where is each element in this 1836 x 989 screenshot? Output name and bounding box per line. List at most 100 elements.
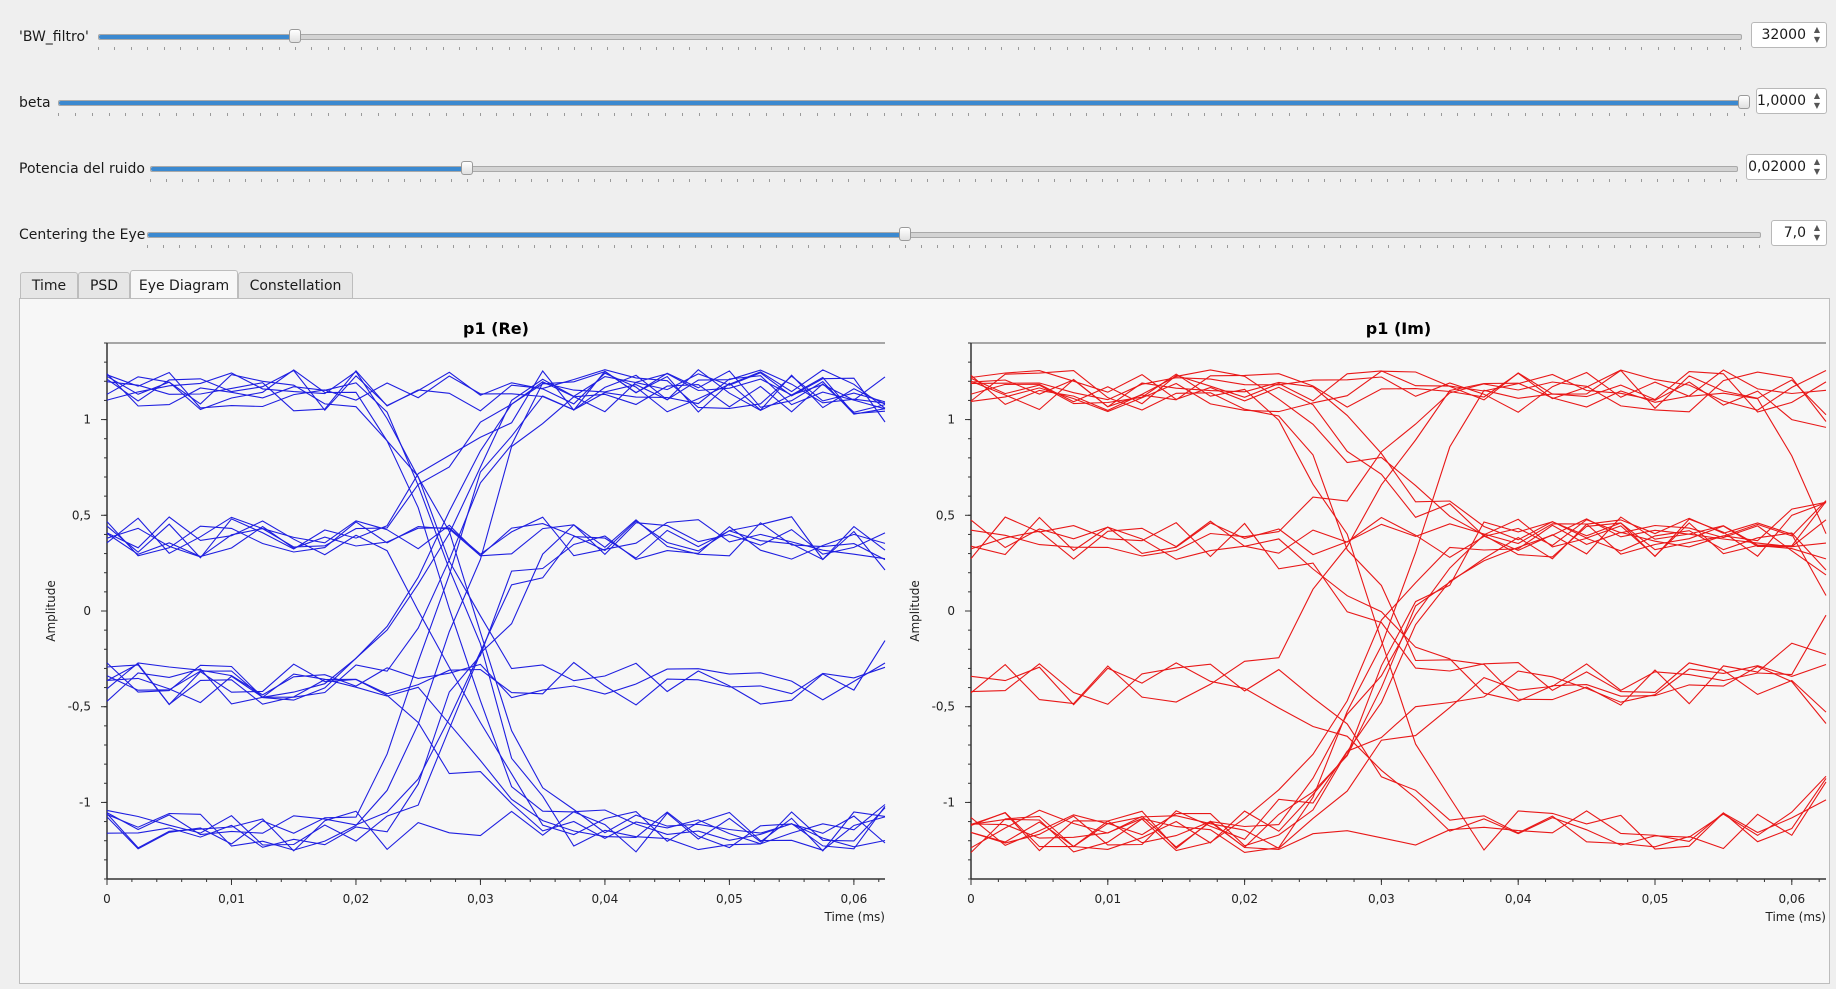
tab-psd[interactable]: PSD <box>78 272 130 298</box>
slider-tick <box>467 179 469 182</box>
arrow-down-icon[interactable]: ▼ <box>1813 35 1821 44</box>
slider-tick <box>1275 245 1277 248</box>
eye-diagram-pane: p1 (Re) -1 -0,5 0 0,5 1 0 0,01 0,02 0,03 0,04 0,05 0… <box>19 298 1830 984</box>
slider-tick <box>479 113 481 116</box>
slider-tick <box>163 47 165 50</box>
spinbox-centering-the-eye[interactable]: 7,0 ▲ ▼ <box>1771 220 1827 246</box>
slider-ticks-potencia-del-ruido <box>150 179 1737 184</box>
slider-tick <box>226 113 228 116</box>
x-tick-label: 0,06 <box>1778 892 1805 906</box>
slider-tick <box>1329 47 1331 50</box>
slider-tick <box>1592 47 1594 50</box>
slider-tick <box>1194 245 1196 248</box>
slider-label-centering-the-eye: Centering the Eye <box>19 227 146 243</box>
slider-handle-bw-filtro[interactable] <box>289 29 302 43</box>
slider-tick <box>513 113 515 116</box>
slider-tick <box>1247 47 1249 50</box>
slider-track-beta[interactable] <box>58 95 1750 109</box>
slider-tick <box>1002 113 1004 116</box>
slider-tick <box>372 245 374 248</box>
eye-trace <box>106 372 886 701</box>
eye-plot-real[interactable]: p1 (Re) -1 -0,5 0 0,5 1 0 0,01 0,02 0,03 0,04 0,05 0… <box>20 299 925 985</box>
slider-tick <box>1740 47 1741 50</box>
slider-tick <box>935 47 937 50</box>
eye-trace <box>106 662 886 849</box>
tab-eye-diagram[interactable]: Eye Diagram <box>130 270 238 300</box>
slider-tick <box>403 179 405 182</box>
slider-tick <box>501 245 503 248</box>
slider-handle-centering-the-eye[interactable] <box>898 227 911 241</box>
slider-tick <box>888 245 890 248</box>
slider-tick <box>546 113 548 116</box>
slider-tick <box>1356 113 1358 116</box>
slider-tick <box>1307 245 1309 248</box>
slider-track-centering-the-eye[interactable] <box>147 227 1761 241</box>
slider-fill-beta <box>59 101 1745 105</box>
eye-plot-imag[interactable]: p1 (Im) -1 -0,5 0 0,5 1 0 0,01 0,02 0,03 0,04 0,05 0… <box>908 299 1829 985</box>
arrow-up-icon[interactable]: ▲ <box>1813 223 1821 232</box>
slider-tick <box>524 47 526 50</box>
slider-tick <box>1575 47 1577 50</box>
slider-tick <box>393 47 395 50</box>
slider-tick <box>421 245 423 248</box>
arrow-up-icon[interactable]: ▲ <box>1813 91 1821 100</box>
slider-handle-beta[interactable] <box>1738 95 1750 109</box>
slider-tick <box>426 47 428 50</box>
slider-tick <box>641 179 643 182</box>
slider-tick <box>1704 179 1706 182</box>
eye-trace <box>970 371 1827 534</box>
slider-tick <box>1228 179 1230 182</box>
slider-tick <box>196 47 198 50</box>
slider-tick <box>1196 179 1198 182</box>
eye-trace <box>970 663 1827 846</box>
slider-tick <box>689 179 691 182</box>
slider-track-bw-filtro[interactable] <box>98 29 1742 43</box>
slider-tick <box>934 113 936 116</box>
eye-trace <box>106 516 886 560</box>
eye-trace <box>970 369 1827 705</box>
slider-tick <box>1727 113 1729 116</box>
slider-tick <box>1103 113 1105 116</box>
slider-tick <box>1641 47 1643 50</box>
slider-tick <box>1035 113 1037 116</box>
slider-tick <box>1609 113 1611 116</box>
slider-tick <box>799 113 801 116</box>
slider-tick <box>387 179 389 182</box>
slider-tick <box>911 179 913 182</box>
y-axis-label: Amplitude <box>908 580 922 642</box>
spinbox-bw-filtro[interactable]: 32000 ▲ ▼ <box>1751 22 1827 48</box>
slider-tick <box>1170 113 1172 116</box>
slider-tick <box>1165 179 1167 182</box>
arrow-up-icon[interactable]: ▲ <box>1813 157 1821 166</box>
slider-tick <box>1662 245 1664 248</box>
slider-track-potencia-del-ruido[interactable] <box>150 161 1738 175</box>
slider-tick <box>541 47 543 50</box>
eye-trace <box>106 370 886 848</box>
slider-handle-potencia-del-ruido[interactable] <box>461 161 474 175</box>
slider-tick <box>1710 113 1712 116</box>
spinbox-beta[interactable]: 1,0000 ▲ ▼ <box>1756 88 1827 114</box>
slider-tick <box>598 245 600 248</box>
slider-tick <box>108 113 110 116</box>
slider-tick <box>459 47 461 50</box>
slider-row-beta: beta 1,0000 ▲ ▼ <box>0 84 1836 124</box>
spinbox-potencia-del-ruido[interactable]: 0,02000 ▲ ▼ <box>1746 154 1827 180</box>
slider-tick <box>1114 245 1116 248</box>
arrow-down-icon[interactable]: ▼ <box>1813 101 1821 110</box>
slider-tick <box>361 113 363 116</box>
arrow-up-icon[interactable]: ▲ <box>1813 25 1821 34</box>
slider-tick <box>1276 179 1278 182</box>
slider-tick <box>752 179 754 182</box>
slider-tick <box>1444 47 1446 50</box>
tab-constellation[interactable]: Constellation <box>238 272 353 298</box>
slider-tick <box>1149 179 1151 182</box>
slider-tick <box>1146 245 1148 248</box>
arrow-down-icon[interactable]: ▼ <box>1813 167 1821 176</box>
slider-tick <box>1227 245 1229 248</box>
tab-time[interactable]: Time <box>20 272 78 298</box>
slider-tick <box>1255 113 1257 116</box>
slider-tick <box>721 47 723 50</box>
slider-tick <box>787 47 789 50</box>
arrow-down-icon[interactable]: ▼ <box>1813 233 1821 242</box>
slider-tick <box>623 47 625 50</box>
